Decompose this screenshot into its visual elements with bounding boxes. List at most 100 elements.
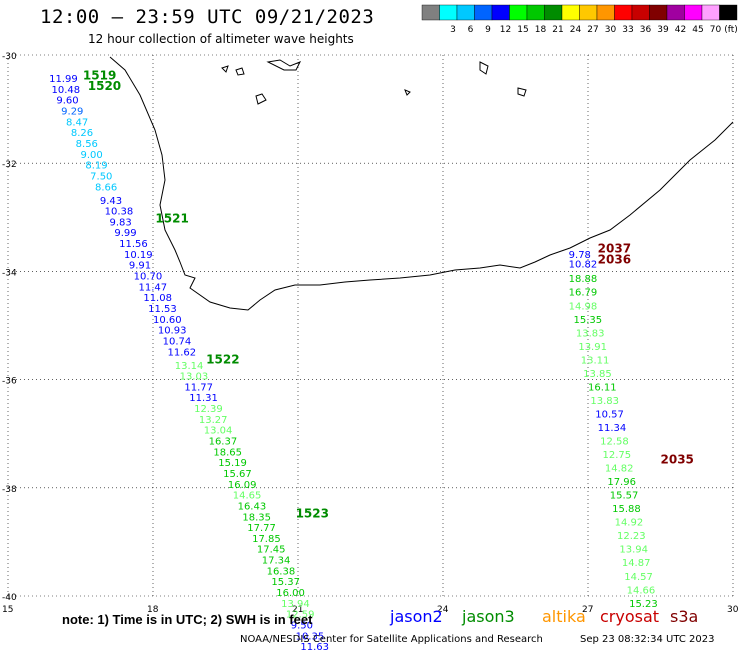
legend-tick-label: 6 [468, 25, 474, 35]
coastline-path [109, 56, 734, 311]
lat-tick-label: -32 [2, 160, 17, 170]
wave-height-label: 14.98 [569, 301, 598, 312]
wave-height-label: 14.82 [605, 464, 634, 475]
wave-height-label: 12.59 [286, 610, 315, 621]
wave-height-label: 13.03 [180, 372, 209, 383]
wave-height-label: 10.93 [158, 326, 187, 337]
legend-swatch [684, 4, 703, 21]
lon-tick-label: 24 [437, 605, 449, 615]
wave-height-label: 14.87 [622, 558, 651, 569]
wave-height-label: 17.96 [607, 477, 636, 488]
coastline [109, 56, 734, 311]
time-tag-label: 1521 [155, 212, 188, 226]
wave-height-label: 11.34 [598, 423, 627, 434]
wave-height-label: 10.35 [296, 631, 325, 642]
legend-swatch [474, 4, 493, 21]
color-legend: 3 6 9 12 15 18 21 24 27 30 33 36 39 42 45 70 (ft) [421, 4, 738, 35]
wave-height-label: 11.08 [143, 293, 172, 304]
wave-height-label: 13.27 [199, 415, 228, 426]
wave-height-label: 10.38 [105, 207, 134, 218]
legend-swatch [491, 4, 510, 21]
satellite-label-jason3: jason3 [462, 607, 515, 626]
wave-height-label: 13.85 [583, 369, 612, 380]
lat-tick-label: -40 [2, 593, 17, 603]
lon-tick-label: 18 [147, 605, 159, 615]
wave-height-label: 15.88 [612, 504, 641, 515]
island [221, 65, 229, 73]
legend-tick-label: 33 [622, 25, 633, 35]
lon-tick-label: 27 [582, 605, 593, 615]
wave-height-label: 12.75 [603, 450, 632, 461]
wave-height-label: 11.62 [168, 347, 197, 358]
wave-height-label: 16.38 [267, 566, 296, 577]
page-title: 12:00 – 23:59 UTC 09/21/2023 [40, 6, 375, 28]
wave-height-label: 11.63 [300, 642, 329, 650]
footer-note: note: 1) Time is in UTC; 2) SWH is in fe… [62, 612, 313, 627]
legend-swatch [666, 4, 685, 21]
island [404, 89, 411, 96]
legend-swatch [456, 4, 475, 21]
wave-height-label: 13.04 [204, 426, 233, 437]
legend-swatch [544, 4, 563, 21]
wave-height-label: 13.91 [578, 342, 607, 353]
wave-height-label: 15.19 [218, 458, 247, 469]
lon-tick-label: 30 [727, 605, 739, 615]
wave-height-label: 16.11 [588, 382, 617, 393]
wave-height-label: 13.14 [175, 361, 204, 372]
legend-tick-label: 24 [570, 25, 582, 35]
wave-height-label: 10.60 [153, 315, 182, 326]
wave-height-label: 8.66 [95, 182, 117, 193]
wave-height-label: 15.23 [629, 599, 658, 610]
wave-height-label: 7.50 [90, 171, 112, 182]
legend-tick-label: 21 [552, 25, 563, 35]
island [235, 67, 245, 76]
wave-height-label: 10.48 [52, 85, 81, 96]
legend-tick-label: 30 [605, 25, 617, 35]
wave-height-label: 10.70 [134, 272, 163, 283]
wave-height-label: 10.82 [569, 260, 598, 271]
wave-height-label: 11.77 [184, 382, 213, 393]
legend-tick-label: 36 [640, 25, 652, 35]
lon-tick-label: 21 [292, 605, 303, 615]
wave-height-label: 11.99 [49, 74, 78, 85]
wave-height-label: 9.43 [100, 196, 122, 207]
wave-height-label: 9.60 [56, 96, 78, 107]
wave-height-label: 11.53 [148, 304, 177, 315]
island [266, 59, 302, 71]
satellite-label-altika: altika [542, 607, 586, 626]
wave-height-label: 16.43 [238, 501, 267, 512]
wave-height-label: 11.31 [189, 393, 218, 404]
wave-height-label: 15.37 [271, 577, 300, 588]
wave-height-label: 9.78 [569, 250, 591, 261]
time-tag-label: 1520 [88, 79, 121, 93]
wave-height-label: 10.57 [595, 409, 624, 420]
wave-height-label: 16.79 [569, 288, 598, 299]
timestamp-text: Sep 23 08:32:34 UTC 2023 [580, 634, 715, 645]
wave-height-label: 10.74 [163, 336, 192, 347]
map-grid [7, 54, 734, 597]
legend-swatch [579, 4, 598, 21]
wave-height-labels: 11.9910.489.609.298.478.268.569.008.197.… [49, 74, 658, 650]
wave-height-label: 9.91 [129, 261, 151, 272]
time-tag-label: 2036 [598, 252, 631, 266]
legend-tick-label: 9 [485, 25, 491, 35]
legend-swatch [439, 4, 458, 21]
wave-height-label: 11.47 [139, 282, 168, 293]
wave-height-label: 18.35 [242, 512, 271, 523]
wave-height-label: 15.67 [223, 469, 252, 480]
wave-height-label: 15.35 [574, 315, 603, 326]
legend-swatch [509, 4, 528, 21]
legend-tick-label: 3 [450, 25, 456, 35]
time-tag-label: 1522 [206, 352, 239, 366]
wave-height-label: 9.29 [61, 107, 83, 118]
legend-tick-label: 70 [710, 25, 722, 35]
time-tag-label: 2035 [661, 452, 694, 466]
legend-swatch [596, 4, 615, 21]
legend-swatch [649, 4, 668, 21]
axis-labels: -30 -32 -34 -36 -38 -40 15 18 21 24 27 30 [2, 52, 739, 615]
wave-height-label: 14.57 [624, 572, 653, 583]
wave-height-label: 16.37 [209, 437, 238, 448]
wave-height-label: 11.56 [119, 239, 148, 250]
